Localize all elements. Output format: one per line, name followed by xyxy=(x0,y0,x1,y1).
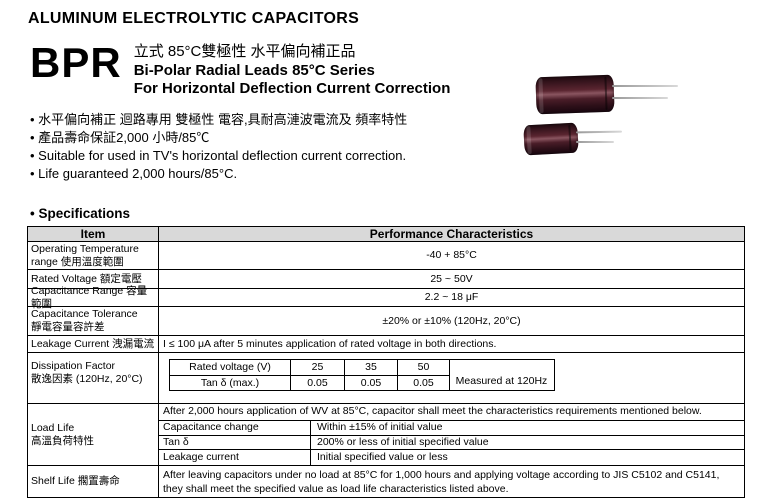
row-value: 25 ~ 50V xyxy=(430,272,473,285)
table-row-capacitance-tolerance: Capacitance Tolerance 靜電容量容許差 ±20% or ±1… xyxy=(28,307,744,336)
table-row-leakage-current: Leakage Current 洩漏電流 I ≤ 100 μA after 5 … xyxy=(28,336,744,353)
capacitor-photo-large xyxy=(535,74,615,115)
specifications-heading: Specifications xyxy=(30,206,130,221)
capacitor-lead xyxy=(612,97,668,99)
load-life-criterion: Capacitance change Within ±15% of initia… xyxy=(159,420,744,436)
dissipation-factor-table: Rated voltage (V) 25 35 50 Measured at 1… xyxy=(169,359,555,391)
row-label: Capacitance Range 容量範圍 xyxy=(28,285,159,310)
row-value: I ≤ 100 μA after 5 minutes application o… xyxy=(163,337,497,350)
row-label: Capacitance Tolerance 靜電容量容許差 xyxy=(28,307,159,335)
row-label: Rated Voltage 額定電壓 xyxy=(28,270,159,288)
df-row2-header: Tan δ (max.) xyxy=(170,375,290,390)
df-voltage: 25 xyxy=(290,360,344,375)
series-subtitle-en1: Bi-Polar Radial Leads 85°C Series xyxy=(133,62,375,79)
df-note: Measured at 120Hz xyxy=(449,360,553,390)
table-row-load-life: Load Life 高溫負荷特性 After 2,000 hours appli… xyxy=(28,404,744,466)
row-value: 2.2 ~ 18 μF xyxy=(424,291,479,303)
table-row-rated-voltage: Rated Voltage 額定電壓 25 ~ 50V xyxy=(28,270,744,289)
table-row-dissipation-factor: Dissipation Factor 散逸因素 (120Hz, 20°C) Ra… xyxy=(28,353,744,404)
feature-item: 產品壽命保証2,000 小時/85℃ xyxy=(30,129,407,147)
df-voltage: 35 xyxy=(344,360,397,375)
load-life-intro: After 2,000 hours application of WV at 8… xyxy=(159,404,744,421)
series-header: BPR 立式 85°C雙極性 水平偏向補正品 Bi-Polar Radial L… xyxy=(30,40,450,98)
table-row-operating-temperature: Operating Temperature range 使用溫度範圍 -40 +… xyxy=(28,242,744,270)
row-value: ±20% or ±10% (120Hz, 20°C) xyxy=(382,314,521,327)
capacitor-lead xyxy=(612,85,678,87)
feature-list: 水平偏向補正 迴路專用 雙極性 電容,具耐高漣波電流及 頻率特性 產品壽命保証2… xyxy=(30,111,407,183)
feature-item: 水平偏向補正 迴路專用 雙極性 電容,具耐高漣波電流及 頻率特性 xyxy=(30,111,407,129)
df-tan-value: 0.05 xyxy=(290,375,344,390)
df-row1-header: Rated voltage (V) xyxy=(189,361,271,373)
row-label: Operating Temperature range 使用溫度範圍 xyxy=(28,242,159,269)
load-life-cell: After 2,000 hours application of WV at 8… xyxy=(159,404,744,466)
series-code: BPR xyxy=(30,39,122,86)
row-value: After leaving capacitors under no load a… xyxy=(163,468,720,495)
row-value: -40 + 85°C xyxy=(426,249,477,261)
feature-item: Suitable for used in TV's horizontal def… xyxy=(30,147,407,165)
page-title: ALUMINUM ELECTROLYTIC CAPACITORS xyxy=(28,10,360,27)
col-header-item: Item xyxy=(28,227,159,241)
table-header-row: Item Performance Characteristics xyxy=(28,227,744,242)
row-label: Dissipation Factor 散逸因素 (120Hz, 20°C) xyxy=(28,353,159,403)
df-tan-value: 0.05 xyxy=(344,375,397,390)
col-header-performance: Performance Characteristics xyxy=(369,226,534,241)
series-subtitles: 立式 85°C雙極性 水平偏向補正品 Bi-Polar Radial Leads… xyxy=(134,40,451,98)
row-label: Leakage Current 洩漏電流 xyxy=(28,336,159,352)
row-label: Load Life 高溫負荷特性 xyxy=(28,404,159,465)
capacitor-lead xyxy=(576,141,614,143)
load-life-criterion: Leakage current Initial specified value … xyxy=(159,450,744,466)
row-label: Shelf Life 擱置壽命 xyxy=(28,466,159,497)
df-tan-value: 0.05 xyxy=(397,375,449,390)
specifications-table: Item Performance Characteristics Operati… xyxy=(27,226,745,498)
capacitor-photo-small xyxy=(523,122,579,156)
load-life-criterion: Tan δ 200% or less of initial specified … xyxy=(159,435,744,451)
table-row-capacitance-range: Capacitance Range 容量範圍 2.2 ~ 18 μF xyxy=(28,285,744,310)
series-subtitle-en2: For Horizontal Deflection Current Correc… xyxy=(133,80,451,97)
series-subtitle-zh: 立式 85°C雙極性 水平偏向補正品 xyxy=(133,43,356,60)
df-voltage: 50 xyxy=(397,360,449,375)
table-row-shelf-life: Shelf Life 擱置壽命 After leaving capacitors… xyxy=(28,466,744,497)
feature-item: Life guaranteed 2,000 hours/85°C. xyxy=(30,165,407,183)
dissipation-factor-cell: Rated voltage (V) 25 35 50 Measured at 1… xyxy=(159,353,744,403)
capacitor-lead xyxy=(575,130,623,134)
